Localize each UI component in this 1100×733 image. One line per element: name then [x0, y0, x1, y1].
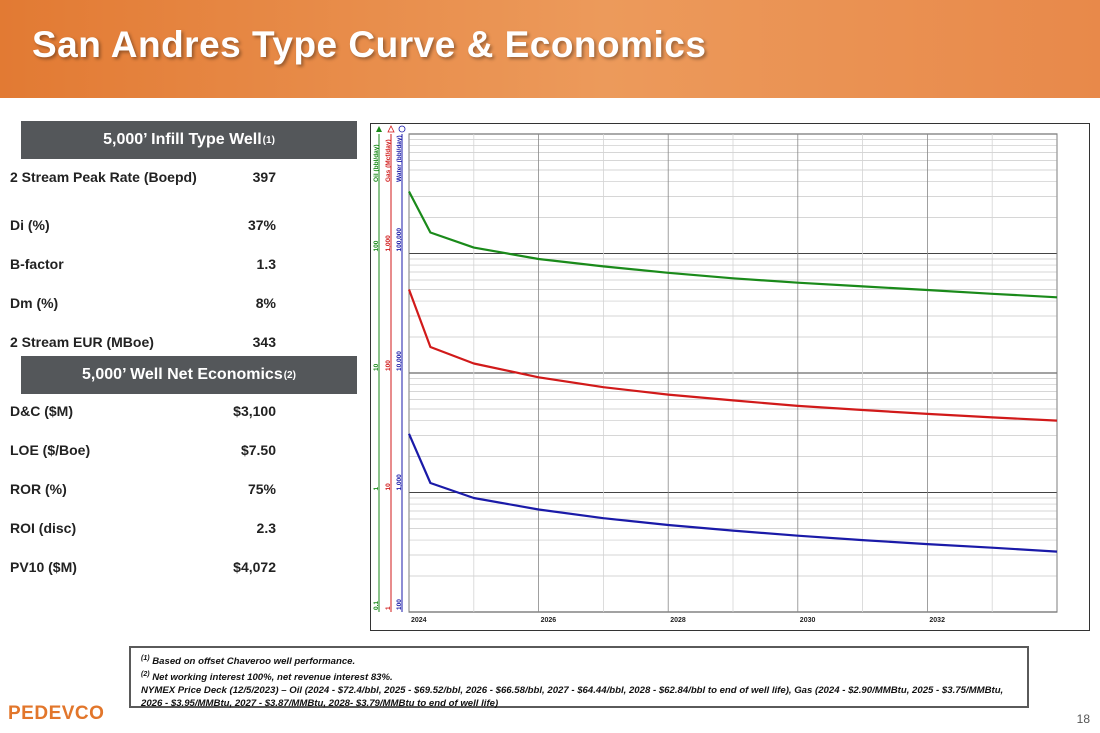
row-value: 37%: [247, 217, 276, 233]
economics-header: 5,000’ Well Net Economics (2): [21, 356, 357, 394]
footnote-box: (1) Based on offset Chaveroo well perfor…: [129, 646, 1029, 710]
economics-header-sup: (2): [283, 369, 296, 381]
type-curve-chart: 2024 2026 2028 2030 2032 Oil (bbl/day) 0.1 1 10 1…: [373, 125, 1058, 624]
axis-title: Water (bbl/day): [396, 135, 403, 182]
x-tick-label: 2030: [800, 617, 816, 624]
series-line: [407, 289, 1058, 422]
row-label: 2 Stream Peak Rate (Boepd): [10, 169, 197, 185]
y-tick-label: 0.1: [373, 601, 380, 610]
economics-table: 5,000’ Well Net Economics (2): [21, 356, 357, 394]
y-tick-label: 100: [373, 240, 380, 251]
y-tick-label: 10: [385, 483, 392, 491]
x-tick-label: 2032: [929, 617, 945, 624]
row-value: 8%: [255, 295, 276, 311]
gas-marker-icon: [387, 125, 395, 133]
row-value: $3,100: [233, 403, 276, 419]
slide-title: San Andres Type Curve & Economics: [32, 24, 707, 65]
type-well-header: 5,000’ Infill Type Well (1): [21, 121, 357, 159]
row-label: ROR (%): [10, 481, 67, 497]
footnote-2: (2) Net working interest 100%, net reven…: [141, 668, 1027, 684]
row-label: B-factor: [10, 256, 64, 272]
x-tick-label: 2026: [541, 617, 557, 624]
footnote-1-text: Based on offset Chaveroo well performanc…: [152, 656, 356, 668]
row-value: 2.3: [256, 520, 276, 536]
row-value: 75%: [247, 481, 276, 497]
row-label: LOE ($/Boe): [10, 442, 91, 458]
y-tick-label: 10,000: [396, 351, 403, 371]
footnote-2-sup: (2): [141, 671, 150, 679]
row-label: 2 Stream EUR (MBoe): [10, 334, 154, 350]
type-well-header-sup: (1): [262, 134, 275, 146]
row-label: ROI (disc): [10, 520, 77, 536]
x-tick-label: 2024: [411, 617, 427, 624]
y-tick-label: 1,000: [385, 235, 392, 252]
oil-marker-icon: [376, 126, 382, 132]
economics-header-text: 5,000’ Well Net Economics: [82, 366, 283, 383]
row-label: PV10 ($M): [10, 559, 77, 575]
y-tick-label: 100: [396, 599, 403, 610]
footnote-2-text: Net working interest 100%, net revenue i…: [152, 672, 393, 684]
row-label: D&C ($M): [10, 403, 73, 419]
y-tick-label: 1,000: [396, 474, 403, 491]
row-value: 343: [252, 334, 276, 350]
row-value: $4,072: [233, 559, 276, 575]
row-value: $7.50: [240, 442, 276, 458]
axis-title: Gas (Mcf/day): [385, 139, 392, 182]
series-line: [408, 190, 1058, 299]
footnote-3: NYMEX Price Deck (12/5/2023) – Oil (2024…: [141, 685, 1004, 710]
y-tick-label: 100: [385, 360, 392, 371]
type-well-header-text: 5,000’ Infill Type Well: [103, 131, 262, 148]
series-line: [407, 433, 1058, 553]
row-label: Di (%): [10, 217, 50, 233]
row-value: 1.3: [256, 256, 276, 272]
page-number: 18: [1076, 712, 1090, 726]
y-tick-label: 100,000: [396, 228, 403, 252]
row-label: Dm (%): [10, 295, 59, 311]
footnote-1: (1) Based on offset Chaveroo well perfor…: [141, 652, 1027, 668]
axis-title: Oil (bbl/day): [373, 144, 380, 182]
footnote-1-sup: (1): [141, 655, 150, 662]
y-tick-label: 1: [373, 487, 380, 491]
company-logo: PEDEVCO: [8, 703, 105, 724]
row-value: 397: [252, 169, 276, 185]
title-banner: San Andres Type Curve & Economics: [0, 0, 1100, 98]
water-marker-icon: [398, 125, 406, 133]
x-tick-label: 2028: [670, 617, 686, 624]
type-curve-chart-frame: 2024 2026 2028 2030 2032 Oil (bbl/day) 0.1 1 10 1…: [370, 123, 1090, 631]
type-well-table: 5,000’ Infill Type Well (1): [21, 121, 357, 159]
y-tick-label: 1: [385, 606, 392, 610]
y-tick-label: 10: [373, 363, 380, 371]
